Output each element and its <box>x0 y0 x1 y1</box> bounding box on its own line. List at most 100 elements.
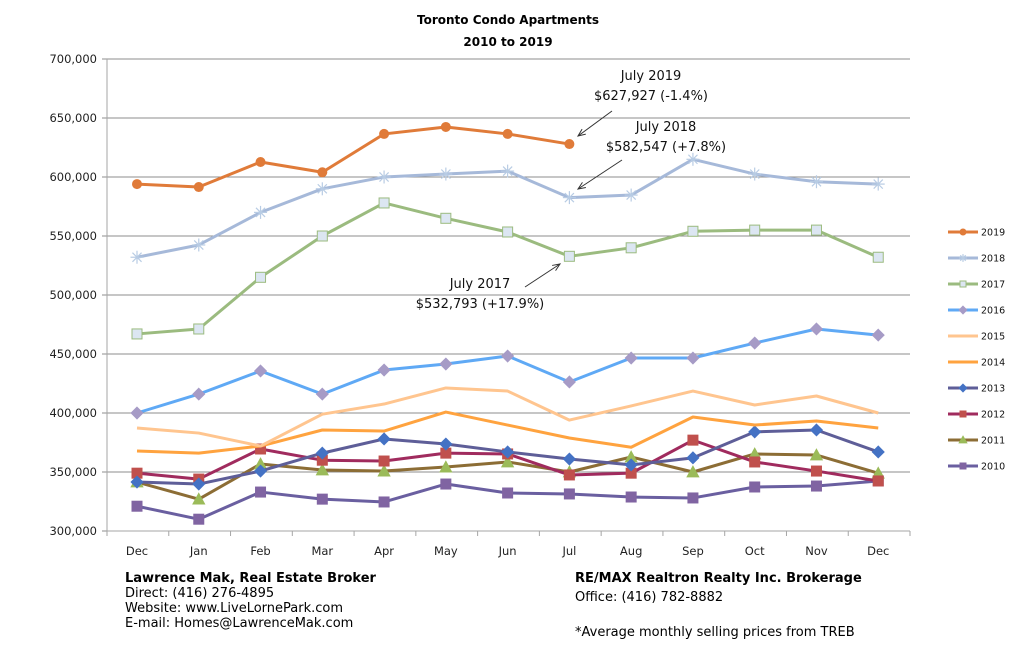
chart-subtitle: 2010 to 2019 <box>463 35 552 49</box>
broker-email[interactable]: E-mail: Homes@LawrenceMak.com <box>125 616 354 631</box>
broker-name: Lawrence Mak, Real Estate Broker <box>125 571 376 586</box>
data-point <box>563 469 575 481</box>
annotation-arrow <box>577 159 623 190</box>
x-axis: Dec Jan Feb Mar Apr May Jun Jul Aug Sep Oct Nov Dec <box>106 531 911 558</box>
data-point <box>749 481 761 493</box>
x-tick-label: Dec <box>126 544 148 558</box>
data-point <box>748 167 762 181</box>
data-point <box>377 170 391 184</box>
series-2019 <box>132 121 575 193</box>
y-tick-label: 600,000 <box>49 170 97 184</box>
data-point <box>624 188 638 202</box>
series-2016 <box>130 322 885 420</box>
data-point <box>562 375 576 389</box>
series-line <box>136 386 879 448</box>
data-point <box>254 205 268 219</box>
x-tick-label: Dec <box>867 544 889 558</box>
legend-item-2012: 2012 <box>948 410 1005 421</box>
data-point <box>625 242 637 254</box>
annotation-value: $582,547 (+7.8%) <box>606 140 726 155</box>
annotations: July 2019 $627,927 (-1.4%) July 2018 $582,5… <box>416 69 726 312</box>
x-tick-label: Sep <box>682 544 704 558</box>
star-stroke <box>502 166 513 177</box>
data-point <box>440 212 452 224</box>
legend-item-2010: 2010 <box>948 462 1005 473</box>
annotation-2018: July 2018 $582,547 (+7.8%) <box>576 120 726 190</box>
x-tick-label: May <box>434 544 458 558</box>
annotation-label: July 2017 <box>449 277 511 292</box>
data-point <box>563 250 575 262</box>
data-point <box>440 478 452 490</box>
data-point <box>130 250 144 264</box>
legend-label: 2017 <box>981 280 1005 291</box>
data-point <box>131 328 143 340</box>
data-point <box>686 451 700 465</box>
series-line <box>136 327 879 415</box>
legend-label: 2012 <box>981 410 1005 421</box>
brokerage-info: RE/MAX Realtron Realty Inc. Brokerage Of… <box>575 571 862 640</box>
data-point <box>255 271 267 283</box>
y-tick-label: 550,000 <box>49 229 97 243</box>
legend-item-2014: 2014 <box>948 358 1005 369</box>
star-stroke <box>564 192 575 203</box>
data-point <box>810 224 822 236</box>
data-point <box>501 349 515 363</box>
data-point <box>132 179 142 190</box>
series-line <box>136 125 570 189</box>
data-point <box>379 128 390 139</box>
star-stroke <box>811 176 822 187</box>
data-point <box>502 226 514 238</box>
data-point <box>686 351 700 365</box>
data-point <box>687 434 699 446</box>
data-point <box>809 423 824 437</box>
data-point <box>809 322 824 336</box>
star-stroke <box>687 154 698 165</box>
series-2018 <box>130 152 885 264</box>
data-point <box>439 437 453 451</box>
data-point <box>192 238 206 252</box>
legend-item-2018: 2018 <box>948 254 1005 265</box>
data-point <box>748 425 762 439</box>
broker-direct-phone: Direct: (416) 276-4895 <box>125 586 275 601</box>
data-point <box>316 493 328 505</box>
data-point <box>377 363 391 377</box>
data-point <box>378 455 390 467</box>
data-point <box>193 513 205 525</box>
x-tick-label: Mar <box>311 544 333 558</box>
x-tick-label: Oct <box>745 544 765 558</box>
data-point <box>959 410 967 418</box>
y-tick-label: 500,000 <box>49 288 97 302</box>
legend-item-2015: 2015 <box>948 332 1005 343</box>
y-tick-label: 450,000 <box>49 347 97 361</box>
series-line <box>136 479 879 521</box>
data-point <box>130 475 144 489</box>
brokerage-name: RE/MAX Realtron Realty Inc. Brokerage <box>575 571 862 586</box>
data-point <box>958 305 968 315</box>
broker-contact: Lawrence Mak, Real Estate Broker Direct:… <box>125 571 376 631</box>
x-tick-label: Jun <box>498 544 517 558</box>
data-point <box>317 167 328 178</box>
data-point <box>501 445 515 459</box>
legend-label: 2013 <box>981 384 1005 395</box>
star-stroke <box>132 252 142 263</box>
star-stroke <box>440 169 451 180</box>
annotation-arrow <box>524 263 561 288</box>
legend-item-2019: 2019 <box>948 228 1005 239</box>
annotation-2017: July 2017 $532,793 (+17.9%) <box>416 263 562 312</box>
x-tick-label: Aug <box>620 544 642 558</box>
legend-item-2011: 2011 <box>948 435 1005 447</box>
annotation-value: $627,927 (-1.4%) <box>594 89 708 104</box>
legend-label: 2016 <box>981 306 1005 317</box>
data-point <box>809 175 823 189</box>
data-point <box>192 387 206 401</box>
star-stroke <box>317 183 328 194</box>
data-point <box>624 351 638 365</box>
data-point <box>255 157 266 168</box>
x-tick-label: Jul <box>561 544 576 558</box>
x-tick-label: Apr <box>374 544 394 558</box>
y-tick-label: 350,000 <box>49 465 97 479</box>
legend-label: 2019 <box>981 228 1005 239</box>
broker-website[interactable]: Website: www.LiveLornePark.com <box>125 601 344 616</box>
y-tick-label: 400,000 <box>49 406 97 420</box>
star-stroke <box>255 207 266 218</box>
